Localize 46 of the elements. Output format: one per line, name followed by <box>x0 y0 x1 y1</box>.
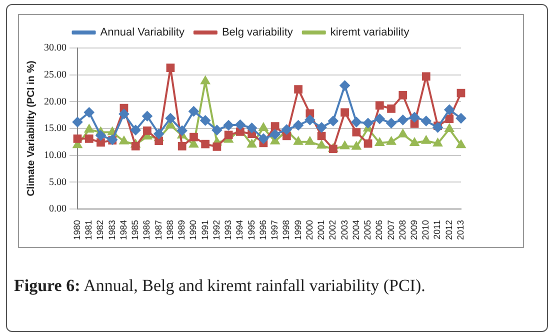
x-tick-label: 1994 <box>234 220 245 240</box>
x-tick-label: 1991 <box>200 220 210 240</box>
y-tick-label: 0.00 <box>49 204 66 215</box>
caption: Figure 6: Annual, Belg and kiremt rainfall variability (PCI). <box>14 276 426 296</box>
x-tick-label: 1996 <box>258 220 268 240</box>
x-tick-label: 1995 <box>246 220 256 240</box>
x-tick-label: 1993 <box>223 220 234 240</box>
y-tick-label: 5.00 <box>49 176 66 188</box>
x-tick-label: 1989 <box>176 220 187 240</box>
y-axis-title: Climate Variability (PCI in %) <box>26 60 37 196</box>
x-tick-label: 2003 <box>339 220 350 240</box>
x-tick-label: 1987 <box>153 220 164 240</box>
x-tick-label: 2004 <box>350 220 361 240</box>
x-tick-label: 2002 <box>328 220 338 240</box>
x-tick-label: 1992 <box>211 220 222 240</box>
x-tick-label: 1985 <box>130 220 140 240</box>
x-tick-label: 1986 <box>142 220 152 240</box>
x-tick-label: 2011 <box>432 220 442 240</box>
x-tick-label: 1981 <box>84 220 94 240</box>
x-tick-label: 1982 <box>95 220 106 240</box>
x-tick-label: 1990 <box>188 220 198 240</box>
legend-label: Annual Variability <box>100 26 185 39</box>
x-tick-label: 1980 <box>72 220 82 240</box>
y-tick-label: 15.00 <box>44 123 66 134</box>
x-tick-label: 2005 <box>362 220 373 240</box>
legend-label: kiremt variability <box>330 26 410 39</box>
x-tick-label: 2006 <box>374 220 384 240</box>
y-tick-label: 10.00 <box>44 150 66 161</box>
x-tick-label: 2001 <box>316 220 326 240</box>
x-tick-label: 2007 <box>386 220 396 240</box>
x-tick-label: 2008 <box>397 220 408 240</box>
x-tick-label: 1998 <box>281 220 292 240</box>
x-tick-label: 2009 <box>409 220 419 240</box>
x-tick-label: 1988 <box>164 220 175 240</box>
x-tick-label: 2013 <box>455 220 466 240</box>
x-tick-label: 1999 <box>292 220 303 240</box>
x-tick-label: 1984 <box>118 220 128 240</box>
y-tick-label: 30.00 <box>44 42 66 54</box>
x-tick-label: 2012 <box>444 220 454 240</box>
legend-label: Belg variability <box>222 26 294 39</box>
x-tick-label: 2010 <box>420 220 431 240</box>
x-tick-label: 2000 <box>304 220 314 240</box>
y-tick-label: 20.00 <box>44 96 66 108</box>
x-tick-label: 1983 <box>106 220 117 240</box>
x-tick-label: 1997 <box>270 220 280 240</box>
y-tick-label: 25.00 <box>44 69 66 80</box>
